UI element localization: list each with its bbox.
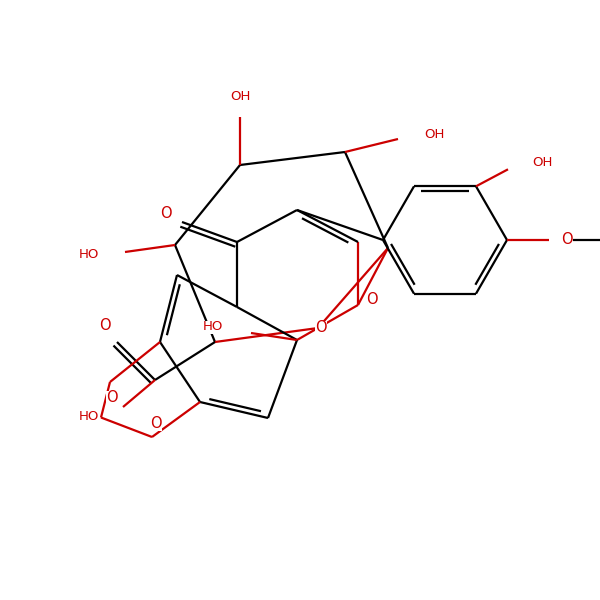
Text: O: O [99,319,111,334]
Text: HO: HO [79,410,99,424]
Text: O: O [315,320,327,335]
Text: HO: HO [203,320,223,334]
Text: O: O [160,206,172,221]
Text: O: O [366,292,378,307]
Text: O: O [150,415,162,431]
Text: OH: OH [532,156,553,169]
Text: O: O [106,391,118,406]
Text: OH: OH [230,91,250,103]
Text: O: O [561,232,572,247]
Text: HO: HO [79,248,99,262]
Text: OH: OH [424,127,445,140]
